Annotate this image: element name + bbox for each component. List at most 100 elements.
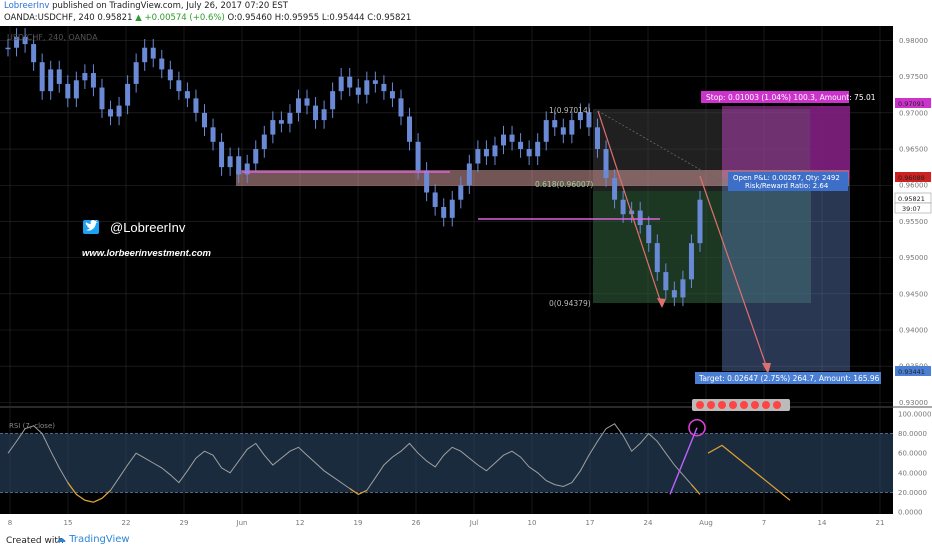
rsi-tick: 40.0000 — [898, 469, 927, 477]
candle-body — [167, 69, 173, 81]
rsi-label: RSI (7, close) — [9, 422, 55, 430]
rsi-oversold-segment — [67, 482, 77, 495]
event-flag-icon — [740, 401, 748, 409]
author-link[interactable]: LobreerInv — [4, 1, 50, 11]
down-arrow-2 — [699, 175, 769, 372]
text-labels: USD/CHF, 240, OANDA 1(0.97014) 0.618(0.9… — [7, 33, 881, 430]
candle-body — [193, 98, 199, 113]
target-price: 0.93441 — [898, 368, 925, 376]
resistance-zone — [236, 170, 849, 186]
candle-body — [543, 120, 549, 142]
time-tick: 10 — [528, 519, 537, 527]
candle-body — [389, 91, 395, 99]
candle-body — [424, 170, 430, 193]
stop-box — [701, 91, 849, 103]
candle-body — [338, 76, 344, 92]
candle-body — [654, 243, 660, 273]
rsi-oversold-segment — [93, 497, 103, 503]
price-tick: 0.95000 — [899, 254, 928, 262]
candle-body — [270, 120, 276, 135]
countdown: 39:07 — [902, 205, 921, 213]
candle-body — [244, 163, 250, 175]
price-axis-panel[interactable] — [893, 26, 932, 532]
candle-body — [236, 156, 242, 175]
down-arrow-1 — [597, 110, 663, 307]
candle-body — [501, 134, 507, 146]
fib-mid-label: 0.618(0.96007) — [535, 180, 593, 189]
ohlc-values: O:0.95460 H:0.95955 L:0.95444 C:0.95821 — [224, 13, 412, 23]
event-flag-icon — [773, 401, 781, 409]
time-tick: Aug — [699, 519, 713, 527]
entry-price: 0.96088 — [898, 174, 925, 182]
candle-body — [492, 145, 498, 157]
candle-body — [612, 178, 618, 200]
candle-body — [330, 91, 336, 110]
tradingview-logo[interactable]: ☁ TradingView — [56, 534, 130, 545]
candle-body — [577, 112, 583, 121]
candle-body — [458, 185, 464, 200]
time-tick: 26 — [412, 519, 421, 527]
candle-body — [287, 112, 293, 124]
candle-body — [586, 112, 592, 128]
rsi-oversold-segment — [349, 487, 359, 495]
price-tick: 0.96500 — [899, 146, 928, 154]
rsi-tick: 60.0000 — [898, 450, 927, 458]
candle-body — [671, 290, 677, 298]
pnl-line2: Risk/Reward Ratio: 2.64 — [745, 182, 829, 190]
event-flag-icon — [729, 401, 737, 409]
time-tick: 21 — [876, 519, 885, 527]
entry-price-badge — [895, 172, 931, 182]
rsi-oversold-segment — [691, 484, 701, 495]
time-axis-panel[interactable] — [0, 514, 893, 532]
candle-body — [304, 98, 310, 106]
pnl-line1: Open P&L: 0.00267, Qty: 2492 — [733, 174, 840, 182]
candle-body — [697, 199, 703, 244]
candle-body — [90, 73, 96, 88]
candle-body — [253, 149, 259, 164]
candle-body — [48, 69, 54, 92]
pnl-box — [728, 172, 848, 191]
candle-body — [483, 149, 489, 157]
fib-bottom-label: 0(0.94379) — [549, 299, 591, 308]
rsi-tick: 20.0000 — [898, 489, 927, 497]
candle-body — [518, 141, 524, 150]
candle-body — [39, 62, 45, 92]
candle-body — [526, 149, 532, 157]
time-tick: 15 — [64, 519, 73, 527]
watermark: USD/CHF, 240, OANDA — [7, 33, 98, 42]
candle-body — [176, 80, 182, 92]
rsi-oversold-segment — [101, 489, 111, 499]
position-boxes — [236, 106, 850, 371]
candle-body — [415, 141, 421, 171]
candle-body — [65, 83, 71, 99]
chart-area[interactable]: USD/CHF, 240, OANDA 1(0.97014) 0.618(0.9… — [0, 26, 932, 532]
time-tick: 29 — [180, 519, 189, 527]
price-axis-badges: 0.97091 0.96088 0.95821 39:07 0.93441 — [894, 98, 932, 376]
price-tick: 0.95500 — [899, 218, 928, 226]
price-tick: 0.97500 — [899, 73, 928, 81]
fib-diagonal — [597, 110, 721, 182]
candle-body — [432, 192, 438, 207]
candle-body — [398, 98, 404, 117]
candle-body — [475, 149, 481, 164]
candle-body — [210, 127, 216, 142]
candle-body — [313, 105, 319, 121]
footer: Created with ☁ TradingView — [0, 532, 932, 550]
twitter-handle: @LobreerInv — [110, 220, 186, 235]
candle-body — [594, 127, 600, 150]
cloud-icon: ☁ — [56, 534, 66, 545]
target-box-text: Target: 0.02647 (2.75%) 264.7, Amount: 1… — [698, 374, 880, 383]
rsi-tick: 100.0000 — [898, 411, 931, 419]
candle-body — [646, 225, 652, 244]
target-box — [695, 372, 881, 384]
candle-body — [116, 105, 122, 117]
annotations — [242, 110, 771, 374]
candle-body — [407, 116, 413, 142]
candle-body — [56, 69, 62, 84]
candle-body — [278, 120, 284, 124]
candle-body — [680, 279, 686, 298]
price-tick: 0.94500 — [899, 290, 928, 298]
ohlc-line: OANDA:USDCHF, 240 0.95821 ▲ +0.00574 (+0… — [4, 13, 411, 23]
candle-body — [31, 44, 37, 63]
price-tick: 0.98000 — [899, 37, 928, 45]
